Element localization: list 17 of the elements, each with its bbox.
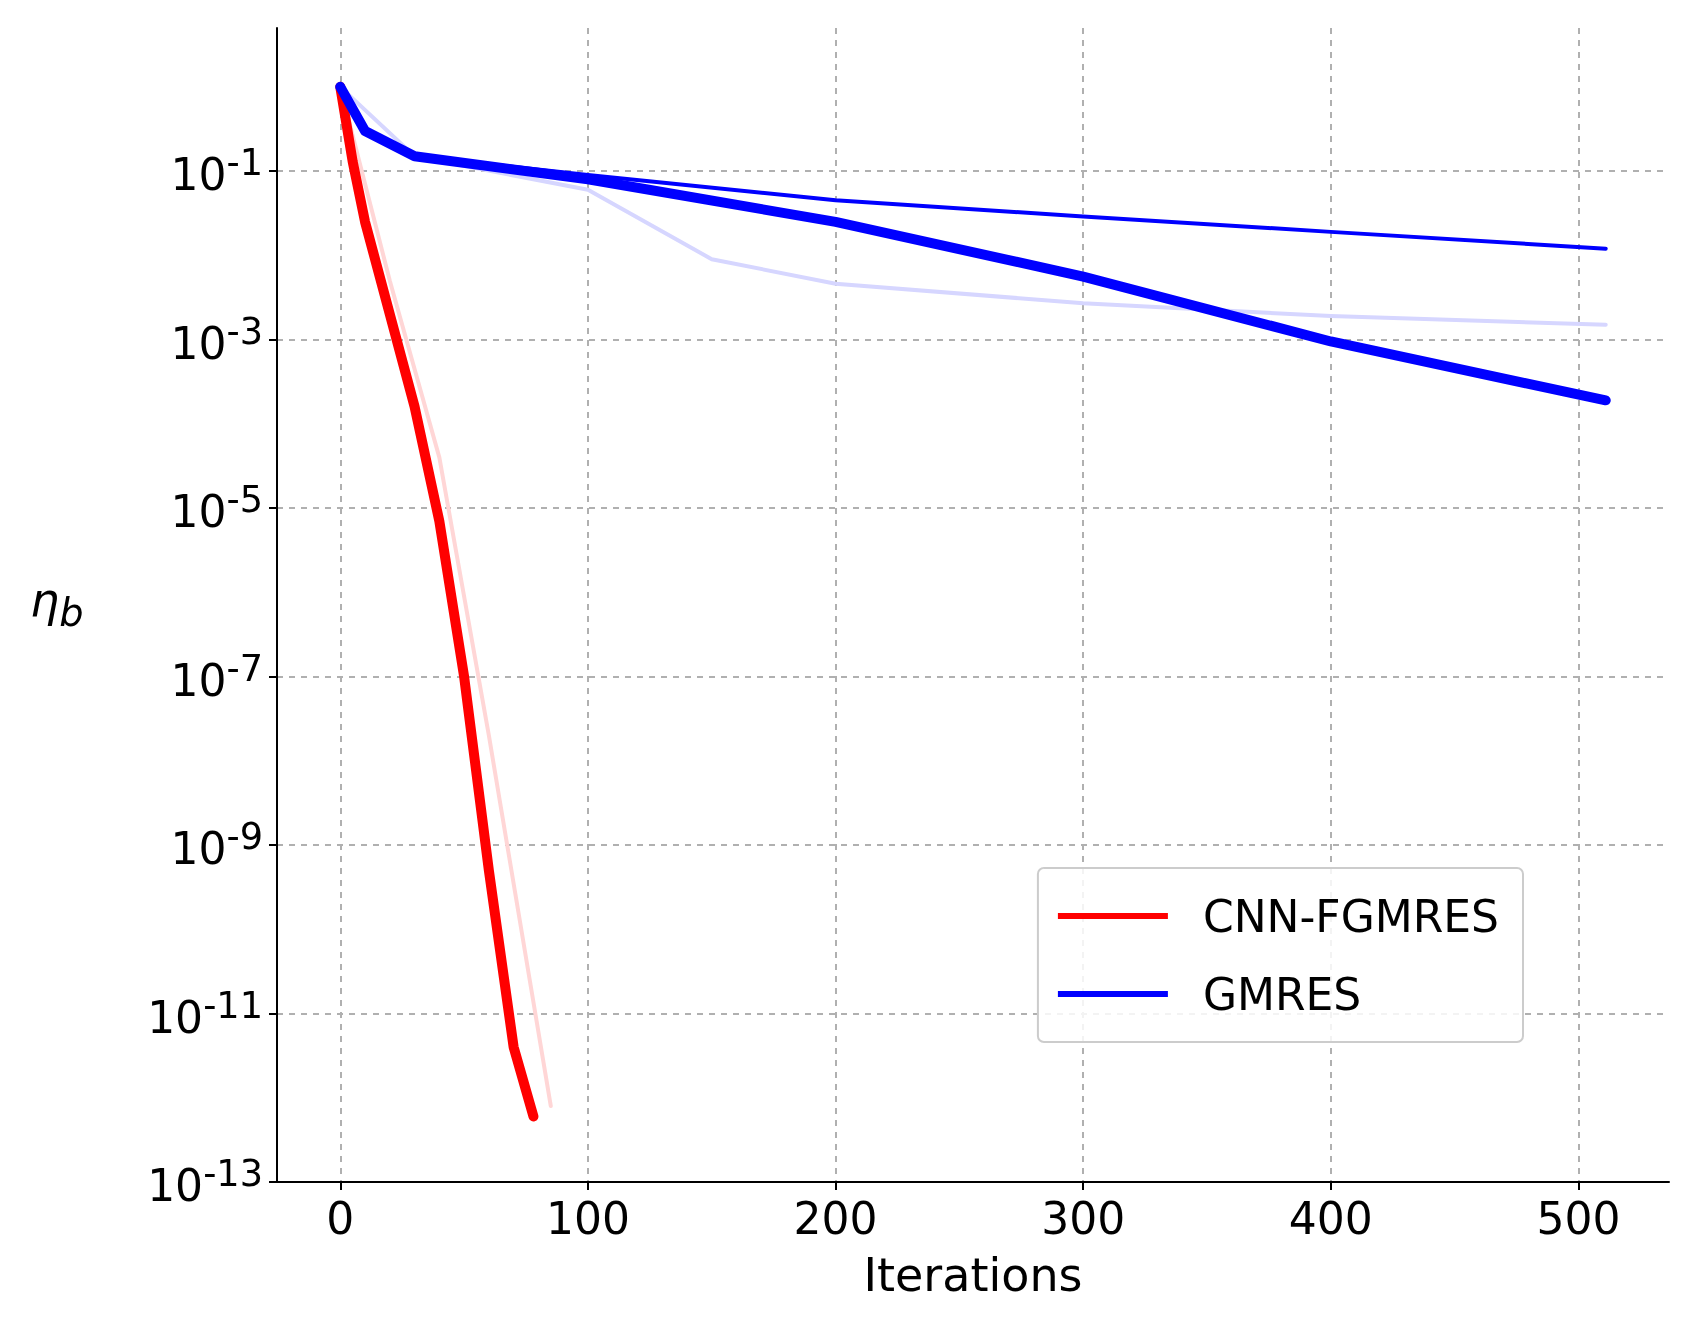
y-tick-label: 10$^{-11}$	[147, 983, 263, 1043]
legend-label: GMRES	[1202, 968, 1362, 1020]
legend-label: CNN-FGMRES	[1202, 890, 1500, 942]
x-axis-title: Iterations	[863, 1248, 1083, 1302]
y-axis-title: η$_{b}$	[30, 573, 84, 636]
y-tick-label: 10$^{-3}$	[170, 309, 263, 369]
x-tick-label: 500	[1536, 1192, 1621, 1244]
y-tick-label: 10$^{-5}$	[170, 477, 263, 538]
y-tick-label: 10$^{-13}$	[147, 1151, 263, 1212]
x-tick-label: 300	[1041, 1192, 1126, 1244]
x-tick-label: 0	[326, 1192, 355, 1244]
y-tick-label: 10$^{-9}$	[170, 814, 263, 875]
y-tick-label: 10$^{-1}$	[170, 140, 263, 201]
x-tick-label: 100	[545, 1192, 630, 1244]
x-tick-label: 400	[1288, 1192, 1373, 1244]
x-tick-label: 200	[793, 1192, 878, 1244]
y-tick-label: 10$^{-7}$	[170, 646, 263, 706]
